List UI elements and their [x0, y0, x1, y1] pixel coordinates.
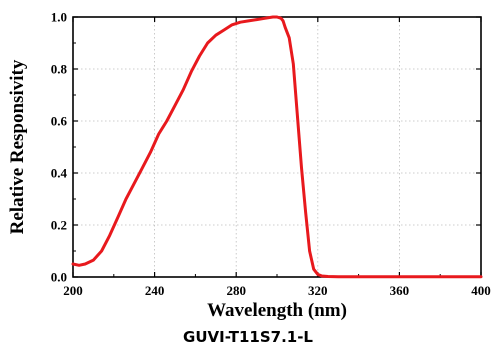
- x-tick-label: 320: [308, 283, 328, 298]
- axis-ticks: [72, 16, 482, 278]
- y-tick-label: 0.4: [51, 166, 68, 181]
- x-tick-label: 360: [390, 283, 410, 298]
- responsivity-chart: 200 240 280 320 360 400 0.0 0.2 0.4 0.6 0.8 1.0 Wav…: [7, 10, 491, 322]
- x-axis-label: Wavelength (nm): [207, 300, 347, 321]
- y-tick-label: 0.0: [51, 270, 67, 285]
- y-tick-label: 0.2: [51, 218, 67, 233]
- x-tick-label: 280: [226, 283, 246, 298]
- grid: [73, 17, 481, 277]
- figure-caption: GUVI-T11S7.1-L: [183, 328, 313, 346]
- plot-frame: [72, 16, 482, 278]
- responsivity-series-line: [71, 15, 483, 279]
- y-tick-label: 1.0: [51, 10, 67, 25]
- y-axis-label: Relative Responsivity: [7, 59, 28, 234]
- series-layer: [71, 15, 483, 279]
- plot-border: [72, 16, 482, 278]
- y-tick-label: 0.6: [51, 114, 68, 129]
- x-tick-label: 400: [471, 283, 491, 298]
- tick-labels: 200 240 280 320 360 400 0.0 0.2 0.4 0.6 0.8 1.0: [51, 10, 491, 299]
- y-tick-label: 0.8: [51, 62, 68, 77]
- x-tick-label: 200: [63, 283, 83, 298]
- x-tick-label: 240: [145, 283, 165, 298]
